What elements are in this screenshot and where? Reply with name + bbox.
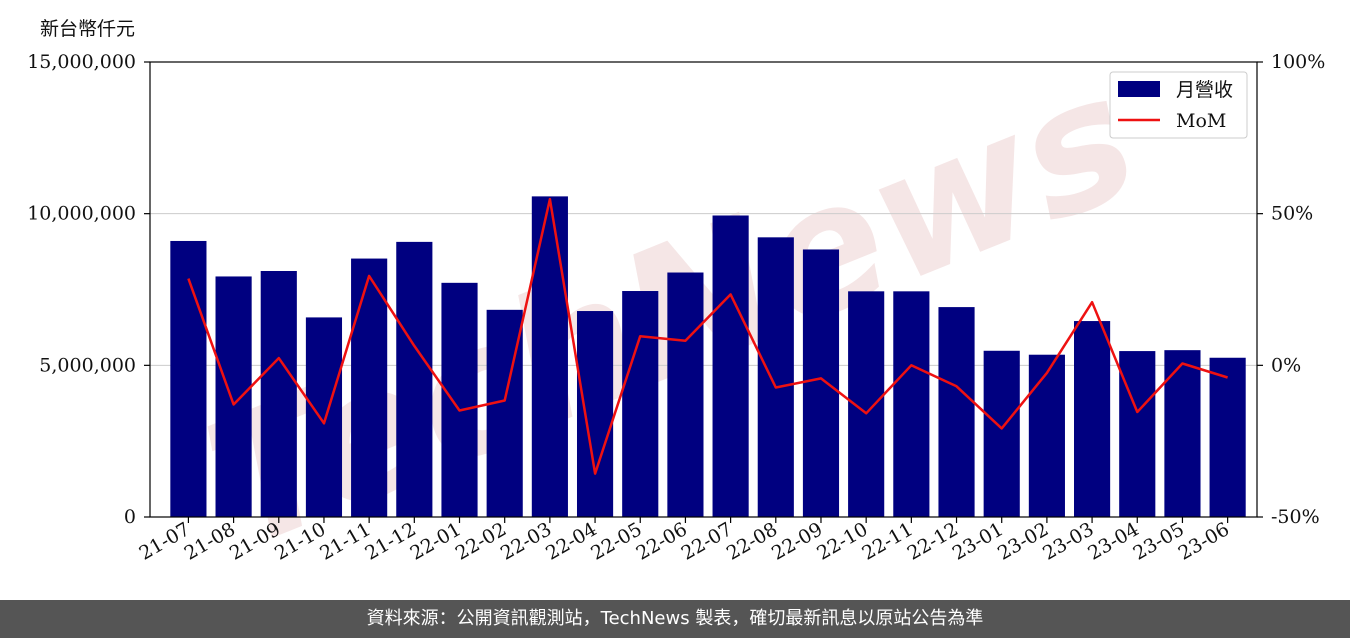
x-tick-label: 23-05	[1130, 518, 1188, 564]
left-tick-label: 5,000,000	[39, 354, 136, 376]
x-tick-label: 21-07	[135, 518, 193, 564]
x-tick-label: 22-05	[587, 518, 645, 564]
bar-21-09	[260, 270, 297, 517]
x-tick-label: 22-12	[904, 518, 962, 564]
x-tick-label: 22-11	[858, 518, 916, 564]
bar-21-08	[215, 276, 252, 517]
right-tick-label: 100%	[1271, 51, 1325, 73]
bar-22-08	[757, 237, 794, 517]
revenue-chart: TechNews 05,000,00010,000,00015,000,000-…	[27, 35, 1325, 588]
x-tick-label: 22-06	[632, 518, 690, 564]
right-tick-label: 50%	[1271, 203, 1313, 225]
x-tick-label: 22-08	[723, 518, 781, 564]
revenue-bars	[170, 196, 1246, 518]
x-tick-label: 23-04	[1084, 518, 1142, 564]
bar-23-02	[1028, 354, 1065, 517]
legend-line-label: MoM	[1176, 110, 1226, 132]
bar-22-05	[622, 291, 659, 517]
plot-frame	[149, 61, 1258, 518]
bar-23-04	[1119, 351, 1156, 517]
bar-21-07	[170, 240, 207, 517]
bar-22-06	[667, 272, 704, 517]
bar-23-06	[1209, 357, 1246, 517]
x-tick-label: 22-04	[542, 518, 600, 564]
x-tick-label: 23-01	[949, 518, 1007, 564]
bar-21-10	[305, 317, 343, 517]
x-tick-label: 22-02	[452, 518, 510, 564]
right-tick-label: 0%	[1271, 354, 1301, 376]
left-tick-label: 10,000,000	[27, 203, 136, 225]
bar-22-03	[531, 196, 568, 518]
bar-21-11	[351, 258, 388, 517]
x-tick-label: 22-07	[678, 518, 736, 564]
bar-22-09	[802, 249, 840, 517]
x-tick-label: 22-09	[768, 518, 826, 564]
x-tick-label: 22-03	[497, 518, 555, 564]
source-footer: 資料來源：公開資訊觀測站，TechNews 製表，確切最新訊息以原站公告為準	[0, 600, 1350, 638]
bar-22-11	[893, 291, 930, 517]
x-tick-label: 23-06	[1175, 518, 1233, 564]
legend: 月營收 MoM	[1109, 71, 1248, 139]
x-tick-label: 22-10	[813, 518, 871, 564]
left-tick-label: 0	[124, 506, 136, 528]
left-axis-title: 新台幣仟元	[40, 18, 136, 40]
legend-bar-label: 月營收	[1176, 79, 1233, 101]
x-tick-label: 21-08	[181, 518, 239, 564]
bar-22-01	[441, 282, 478, 517]
x-tick-label: 23-03	[1039, 518, 1097, 564]
bar-23-03	[1074, 321, 1111, 517]
bar-22-04	[576, 311, 614, 517]
right-tick-label: -50%	[1271, 506, 1320, 528]
bar-23-01	[983, 350, 1020, 517]
mom-line	[187, 197, 1228, 475]
bar-22-07	[712, 215, 749, 517]
legend-bar-swatch	[1118, 81, 1160, 97]
bar-21-12	[396, 241, 433, 518]
left-tick-label: 15,000,000	[27, 51, 136, 73]
x-tick-label: 23-02	[994, 518, 1052, 564]
bar-23-05	[1164, 350, 1201, 517]
mom-line-layer	[187, 197, 1228, 475]
bar-22-12	[938, 307, 975, 517]
